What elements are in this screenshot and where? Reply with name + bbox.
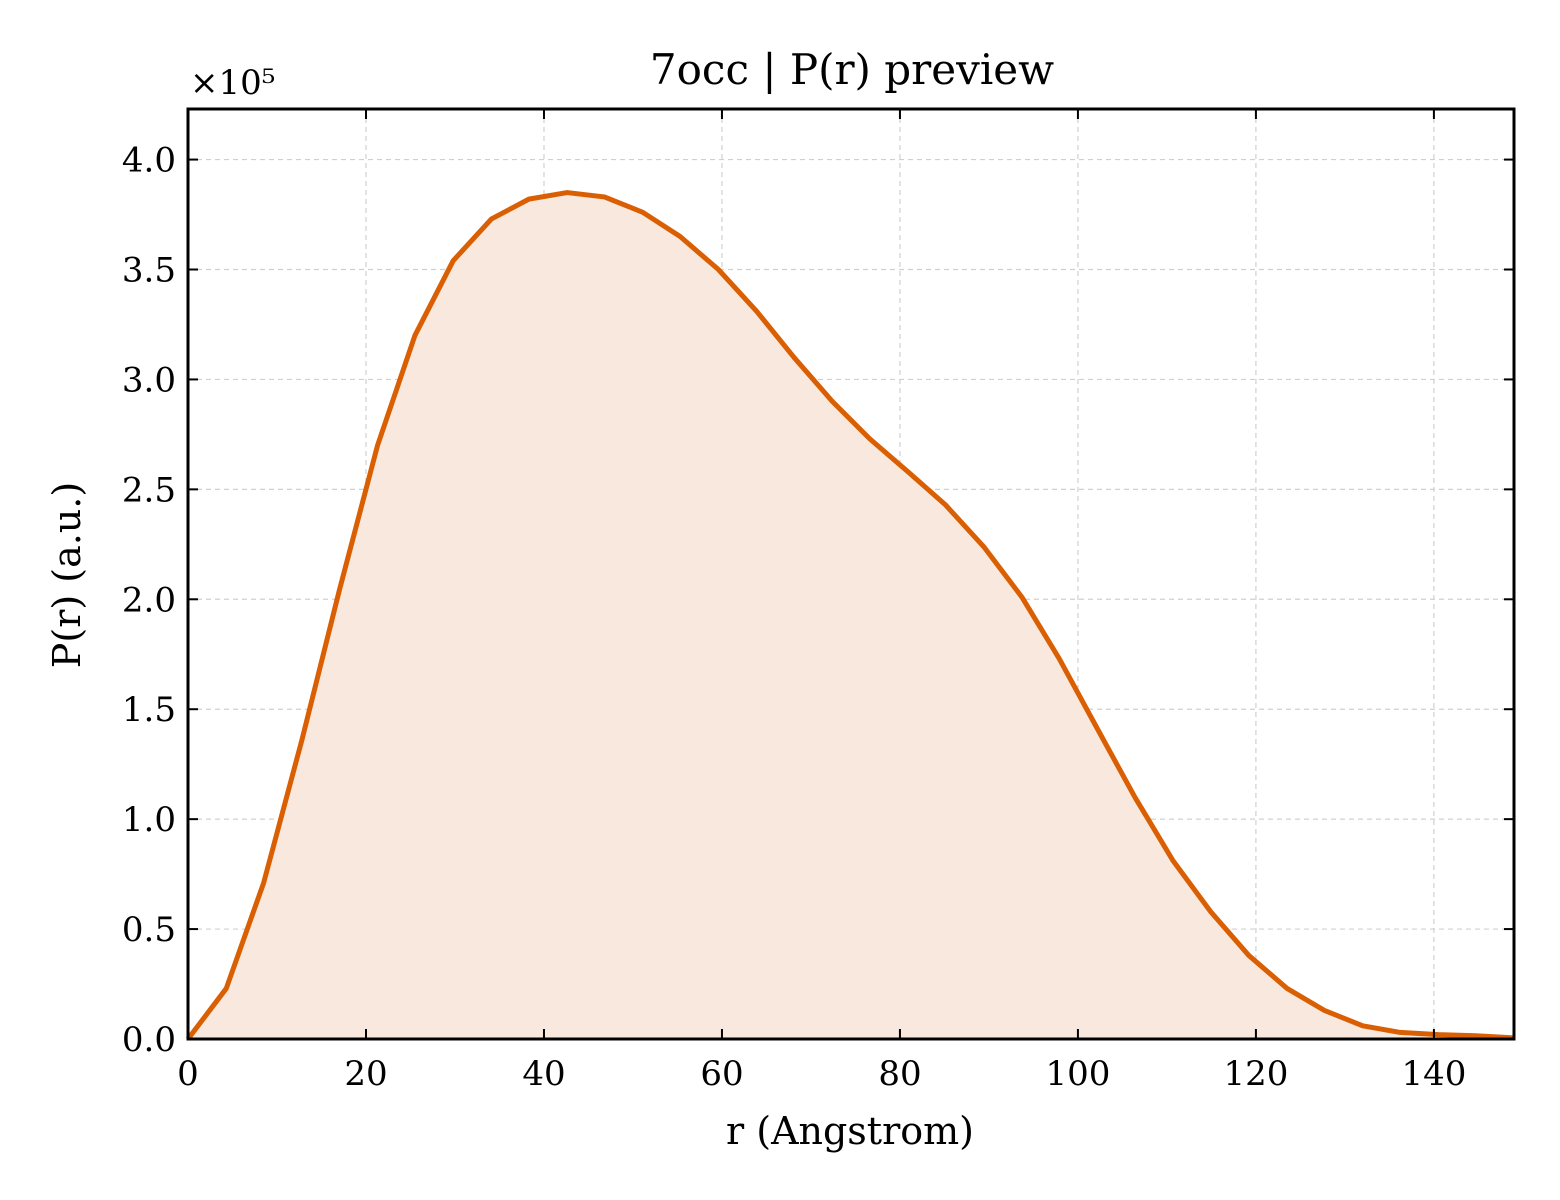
pr-data-point: [867, 436, 872, 441]
pr-data-point: [261, 880, 266, 885]
y-tick-label: 1.0: [122, 800, 176, 840]
pr-data-point: [1398, 1030, 1403, 1035]
pr-data-point: [1057, 656, 1062, 661]
x-tick-label: 140: [1401, 1054, 1466, 1094]
pr-data-point: [792, 355, 797, 360]
x-tick-label: 40: [522, 1054, 565, 1094]
x-tick-label: 120: [1223, 1054, 1288, 1094]
pr-data-point: [602, 194, 607, 199]
y-tick-label: 1.5: [122, 690, 176, 730]
plot-frame: [186, 107, 1516, 1041]
x-tick-label: 20: [344, 1054, 387, 1094]
pr-data-point: [981, 544, 986, 549]
x-tick-label: 80: [878, 1054, 921, 1094]
y-tick-label: 0.5: [122, 910, 176, 950]
pr-data-point: [943, 502, 948, 507]
pr-data-point: [1436, 1032, 1441, 1037]
y-tick-label: 4.0: [122, 141, 176, 181]
pr-data-point: [640, 210, 645, 215]
pr-data-point: [905, 469, 910, 474]
pr-data-point: [1246, 953, 1251, 958]
pr-data-point: [299, 737, 304, 742]
x-tick-label: 60: [700, 1054, 743, 1094]
axis-ticks: 0 20 40 60 80 100 120 140 0.0 0.5 1.0 1.5 2.0 2.5 3.0 3…: [122, 109, 1514, 1094]
pr-data-point: [565, 190, 570, 195]
y-axis-title: P(r) (a.u.): [45, 482, 89, 668]
pr-area-fill: [188, 192, 1514, 1040]
x-tick-label: 100: [1045, 1054, 1110, 1094]
y-tick-label: 3.0: [122, 360, 176, 400]
pr-data-point: [754, 309, 759, 314]
x-tick-label: 0: [177, 1054, 199, 1094]
pr-data-point: [375, 443, 380, 448]
y-tick-label: 2.0: [122, 580, 176, 620]
x-axis-title: r (Angstrom): [726, 1109, 974, 1153]
pr-data-point: [1512, 1035, 1517, 1040]
pr-data-point: [489, 216, 494, 221]
pr-data-point: [1132, 795, 1137, 800]
pr-data-point: [526, 197, 531, 202]
pr-data-point: [716, 267, 721, 272]
pr-data-point: [1208, 909, 1213, 914]
pr-data-point: [412, 333, 417, 338]
pr-data-point: [830, 399, 835, 404]
pr-data-point: [451, 258, 456, 263]
y-tick-label: 3.5: [122, 250, 176, 290]
pr-data-point: [337, 588, 342, 593]
chart-title: 7occ | P(r) preview: [650, 45, 1054, 94]
pr-data-point: [1473, 1033, 1478, 1038]
pr-data-point: [186, 1037, 191, 1042]
pr-data-point: [224, 986, 229, 991]
pr-data-point: [1019, 595, 1024, 600]
y-tick-label: 0.0: [122, 1020, 176, 1060]
y-tick-label: 2.5: [122, 470, 176, 510]
pr-data-point: [1322, 1008, 1327, 1013]
y-offset-label: ×10⁵: [190, 63, 275, 103]
pr-series-line: [186, 190, 1515, 1041]
pr-data-point: [1171, 858, 1176, 863]
pr-data-point: [1360, 1023, 1365, 1028]
pr-data-point: [678, 234, 683, 239]
pr-data-point: [1285, 986, 1290, 991]
pr-data-point: [1095, 727, 1100, 732]
